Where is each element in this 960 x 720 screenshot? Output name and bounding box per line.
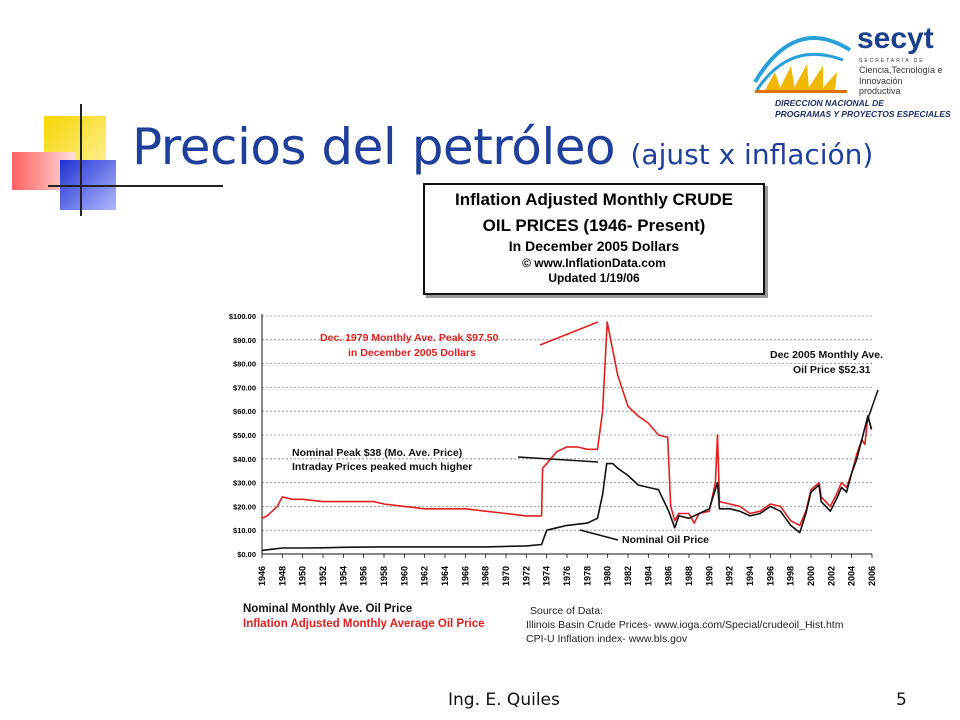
chart-title-line1: Inflation Adjusted Monthly CRUDE bbox=[455, 190, 733, 209]
logo-dept1: DIRECCION NACIONAL DE bbox=[775, 98, 884, 108]
x-tick-label: 2000 bbox=[806, 566, 816, 586]
x-tick-label: 1964 bbox=[440, 566, 450, 586]
annotation-nominal-peak-1: Nominal Peak $38 (Mo. Ave. Price) bbox=[292, 447, 462, 459]
x-tick-label: 1960 bbox=[399, 566, 409, 586]
x-tick-label: 1958 bbox=[379, 566, 389, 586]
title-underline bbox=[48, 185, 223, 187]
legend-real: Inflation Adjusted Monthly Average Oil P… bbox=[243, 618, 485, 630]
y-tick-label: $0.00 bbox=[237, 550, 256, 559]
x-tick-label: 2004 bbox=[847, 566, 857, 586]
x-tick-label: 1990 bbox=[704, 566, 714, 586]
chart-title-line5: Updated 1/19/06 bbox=[548, 271, 640, 285]
x-tick-label: 2002 bbox=[826, 566, 836, 586]
x-tick-label: 1948 bbox=[277, 566, 287, 586]
x-tick-label: 1980 bbox=[603, 566, 613, 586]
annotation-dec2005-1: Dec 2005 Monthly Ave. bbox=[770, 349, 883, 361]
annotation-dec2005-2: Oil Price $52.31 bbox=[793, 364, 871, 376]
x-tick-label: 2006 bbox=[867, 566, 877, 586]
data-source: Source of Data: Illinois Basin Crude Pri… bbox=[526, 604, 843, 646]
annotation-real-peak-1: Dec. 1979 Monthly Ave. Peak $97.50 bbox=[320, 332, 499, 344]
title-main: Precios del petróleo bbox=[132, 118, 616, 176]
annotation-nominal: Nominal Oil Price bbox=[622, 534, 709, 546]
source-heading: Source of Data: bbox=[530, 605, 603, 617]
x-tick-label: 1986 bbox=[664, 566, 674, 586]
source-line2: CPI-U Inflation index- www.bls.gov bbox=[526, 633, 688, 645]
arrow-real-peak bbox=[539, 321, 599, 346]
x-tick-label: 1994 bbox=[745, 566, 755, 586]
y-tick-label: $60.00 bbox=[233, 407, 256, 416]
y-tick-label: $90.00 bbox=[233, 336, 256, 345]
chart-title-line4: © www.InflationData.com bbox=[522, 256, 666, 270]
x-tick-label: 1962 bbox=[420, 566, 430, 586]
annotation-real-peak-2: in December 2005 Dollars bbox=[348, 347, 476, 359]
y-tick-label: $20.00 bbox=[233, 502, 256, 511]
chart-title-line3: In December 2005 Dollars bbox=[508, 238, 680, 254]
x-tick-label: 1978 bbox=[582, 566, 592, 586]
x-tick-label: 1956 bbox=[359, 566, 369, 586]
y-tick-label: $100.00 bbox=[229, 312, 256, 321]
source-line1: Illinois Basin Crude Prices- www.ioga.co… bbox=[526, 619, 844, 631]
logo-line3: Innovación productiva bbox=[859, 76, 903, 96]
x-tick-label: 1988 bbox=[684, 566, 694, 586]
x-tick-label: 1966 bbox=[460, 566, 470, 586]
legend-nominal: Nominal Monthly Ave. Oil Price bbox=[243, 603, 413, 615]
annotation-nominal-peak-2: Intraday Prices peaked much higher bbox=[292, 461, 472, 473]
secyt-logo: secyt SECRETARIA DE Ciencia,Tecnología e… bbox=[735, 20, 951, 125]
title-subtitle: (ajust x inflación) bbox=[630, 138, 874, 171]
x-tick-label: 1982 bbox=[623, 566, 633, 586]
y-tick-label: $40.00 bbox=[233, 455, 256, 464]
series-real-line bbox=[261, 321, 873, 527]
x-tick-label: 1954 bbox=[338, 566, 348, 586]
x-tick-label: 1946 bbox=[257, 566, 267, 586]
logo-line2: Ciencia,Tecnología e bbox=[859, 65, 943, 75]
logo-brand: secyt bbox=[857, 22, 934, 55]
x-tick-label: 1950 bbox=[298, 566, 308, 586]
x-tick-label: 1974 bbox=[542, 566, 552, 586]
logo-dept2: PROGRAMAS Y PROYECTOS ESPECIALES bbox=[775, 109, 951, 119]
page-title: Precios del petróleo (ajust x inflación) bbox=[132, 118, 873, 176]
x-tick-label: 1992 bbox=[725, 566, 735, 586]
x-tick-label: 1984 bbox=[643, 566, 653, 586]
y-tick-label: $10.00 bbox=[233, 526, 256, 535]
logo-line1: SECRETARIA DE bbox=[859, 58, 925, 64]
x-tick-label: 1970 bbox=[501, 566, 511, 586]
y-tick-label: $80.00 bbox=[233, 360, 256, 369]
x-tick-label: 1972 bbox=[521, 566, 531, 586]
chart-title-line2: OIL PRICES (1946- Present) bbox=[482, 216, 706, 235]
x-tick-label: 1952 bbox=[318, 566, 328, 586]
chart-legend: Nominal Monthly Ave. Oil Price Inflation… bbox=[243, 602, 485, 632]
arrow-dec2005 bbox=[865, 389, 879, 425]
x-tick-label: 1996 bbox=[765, 566, 775, 586]
series-nominal-line bbox=[261, 415, 873, 552]
footer-page-number: 5 bbox=[896, 690, 907, 710]
y-tick-label: $50.00 bbox=[233, 431, 256, 440]
chart-title-box: Inflation Adjusted Monthly CRUDE OIL PRI… bbox=[423, 183, 765, 295]
arrow-nominal-peak bbox=[517, 456, 599, 463]
arrow-nominal bbox=[579, 529, 619, 541]
x-tick-label: 1976 bbox=[562, 566, 572, 586]
x-tick-label: 1998 bbox=[786, 566, 796, 586]
y-tick-label: $70.00 bbox=[233, 383, 256, 392]
decor-vertical-line bbox=[80, 104, 82, 216]
y-tick-label: $30.00 bbox=[233, 479, 256, 488]
footer-author: Ing. E. Quiles bbox=[448, 690, 560, 710]
x-tick-label: 1968 bbox=[481, 566, 491, 586]
